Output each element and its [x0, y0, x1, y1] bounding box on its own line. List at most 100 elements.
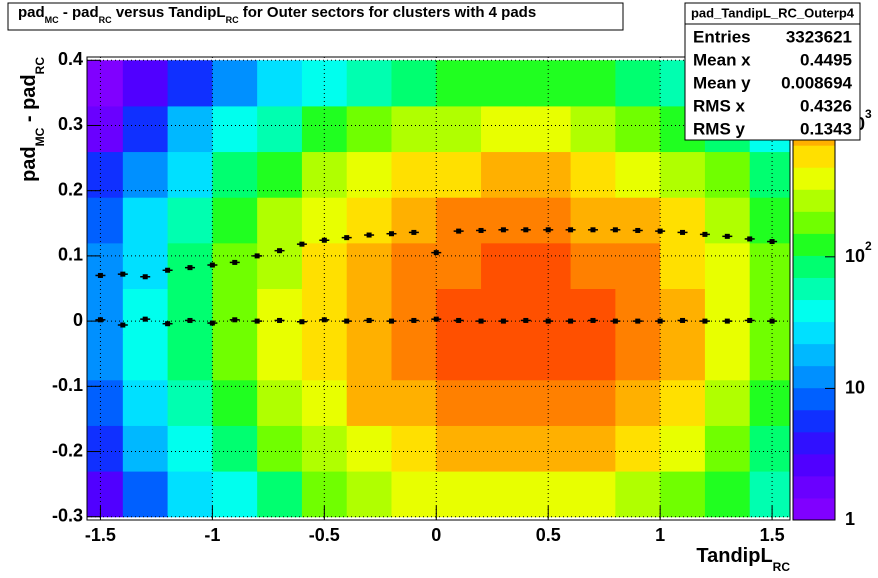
profile-point [722, 318, 733, 324]
heat-cell [570, 471, 616, 518]
profile-marker [388, 231, 394, 237]
heat-cell [257, 288, 303, 335]
heat-cell [615, 197, 661, 244]
heat-cell [167, 151, 213, 198]
heat-cell [167, 105, 213, 153]
profile-point [453, 317, 464, 323]
profile-point [184, 317, 195, 323]
heat-cell [481, 379, 527, 426]
heat-cell [122, 379, 169, 426]
heat-cell [704, 334, 751, 381]
heat-cell [570, 197, 616, 244]
heat-cell [570, 288, 616, 335]
plot-frame [86, 56, 791, 521]
heat-cell [257, 60, 303, 107]
heat-cell [615, 60, 661, 107]
heat-cell [660, 288, 706, 335]
profile-point [229, 259, 240, 265]
x-axis-title: TandipLRC [696, 545, 790, 574]
text-segment: TandipL [696, 545, 772, 567]
heat-cell [660, 425, 706, 472]
heat-cell [481, 471, 527, 518]
subscript: MC [33, 127, 47, 146]
heat-cell [87, 105, 124, 153]
profile-point [386, 318, 397, 324]
heat-cell [257, 334, 303, 381]
palette-swatch [793, 321, 835, 345]
heat-cell [615, 288, 661, 335]
profile-marker [254, 253, 260, 259]
profile-point [543, 318, 554, 324]
stats-value: 0.4326 [800, 96, 852, 115]
stats-value: 0.1343 [800, 119, 852, 138]
heat-cell [525, 197, 572, 244]
profile-marker [456, 228, 462, 234]
heat-cell [122, 242, 169, 289]
profile-point [587, 317, 598, 323]
z-tick-label: 102 [845, 239, 872, 266]
profile-point [677, 317, 688, 323]
profile-point [610, 227, 621, 233]
subscript: RC [33, 57, 47, 75]
heat-cell [87, 197, 124, 244]
profile-point [408, 229, 419, 235]
profile-point [319, 317, 330, 323]
profile-marker [500, 227, 506, 233]
heat-cell [615, 334, 661, 381]
heat-cell [436, 60, 482, 107]
heat-cell [660, 471, 706, 518]
profile-point [117, 322, 128, 328]
profile-marker [433, 316, 439, 322]
stats-label: Entries [693, 27, 751, 46]
profile-marker [366, 317, 372, 323]
heat-cell [301, 197, 348, 244]
heat-cell [122, 334, 169, 381]
heat-cell [122, 151, 169, 198]
heat-cell [749, 425, 790, 472]
x-tick-label: -1.5 [85, 525, 116, 545]
profile-point [453, 228, 464, 234]
heat-cell [481, 425, 527, 472]
text-segment: pad [18, 146, 40, 182]
palette-swatch [793, 343, 835, 367]
profile-marker [523, 227, 529, 233]
heat-cell [257, 425, 303, 472]
heat-cell [660, 242, 706, 289]
heat-cell [301, 425, 348, 472]
profile-marker [344, 235, 350, 241]
y-tick-label: -0.2 [52, 440, 83, 460]
heat-cell [257, 151, 303, 198]
heat-cell [615, 105, 661, 153]
profile-point [543, 227, 554, 233]
profile-point [476, 318, 487, 324]
heat-cell [749, 379, 790, 426]
heat-cell [87, 471, 124, 518]
profile-point [431, 316, 442, 322]
profile-marker [232, 317, 238, 323]
profile-point [699, 231, 710, 237]
heat-cell [660, 197, 706, 244]
palette-swatch [793, 409, 835, 433]
heat-cell [704, 471, 751, 518]
profile-marker [254, 318, 260, 324]
palette-swatch [793, 365, 835, 389]
text-segment: for Outer sectors for clusters with 4 pa… [239, 4, 537, 21]
subscript: RC [99, 15, 112, 25]
profile-marker [702, 318, 708, 324]
profile-marker [478, 318, 484, 324]
heat-cell [122, 288, 169, 335]
profile-marker [769, 318, 775, 324]
heat-cell [122, 105, 169, 153]
heat-cell [167, 197, 213, 244]
heat-cell [481, 334, 527, 381]
profile-marker [747, 236, 753, 242]
profile-point [655, 318, 666, 324]
heat-cell [525, 425, 572, 472]
heat-cell [122, 60, 169, 107]
profile-marker [97, 317, 103, 323]
stats-label: RMS x [693, 96, 746, 115]
heat-cell [615, 425, 661, 472]
heat-cell [257, 379, 303, 426]
heat-cell [704, 288, 751, 335]
